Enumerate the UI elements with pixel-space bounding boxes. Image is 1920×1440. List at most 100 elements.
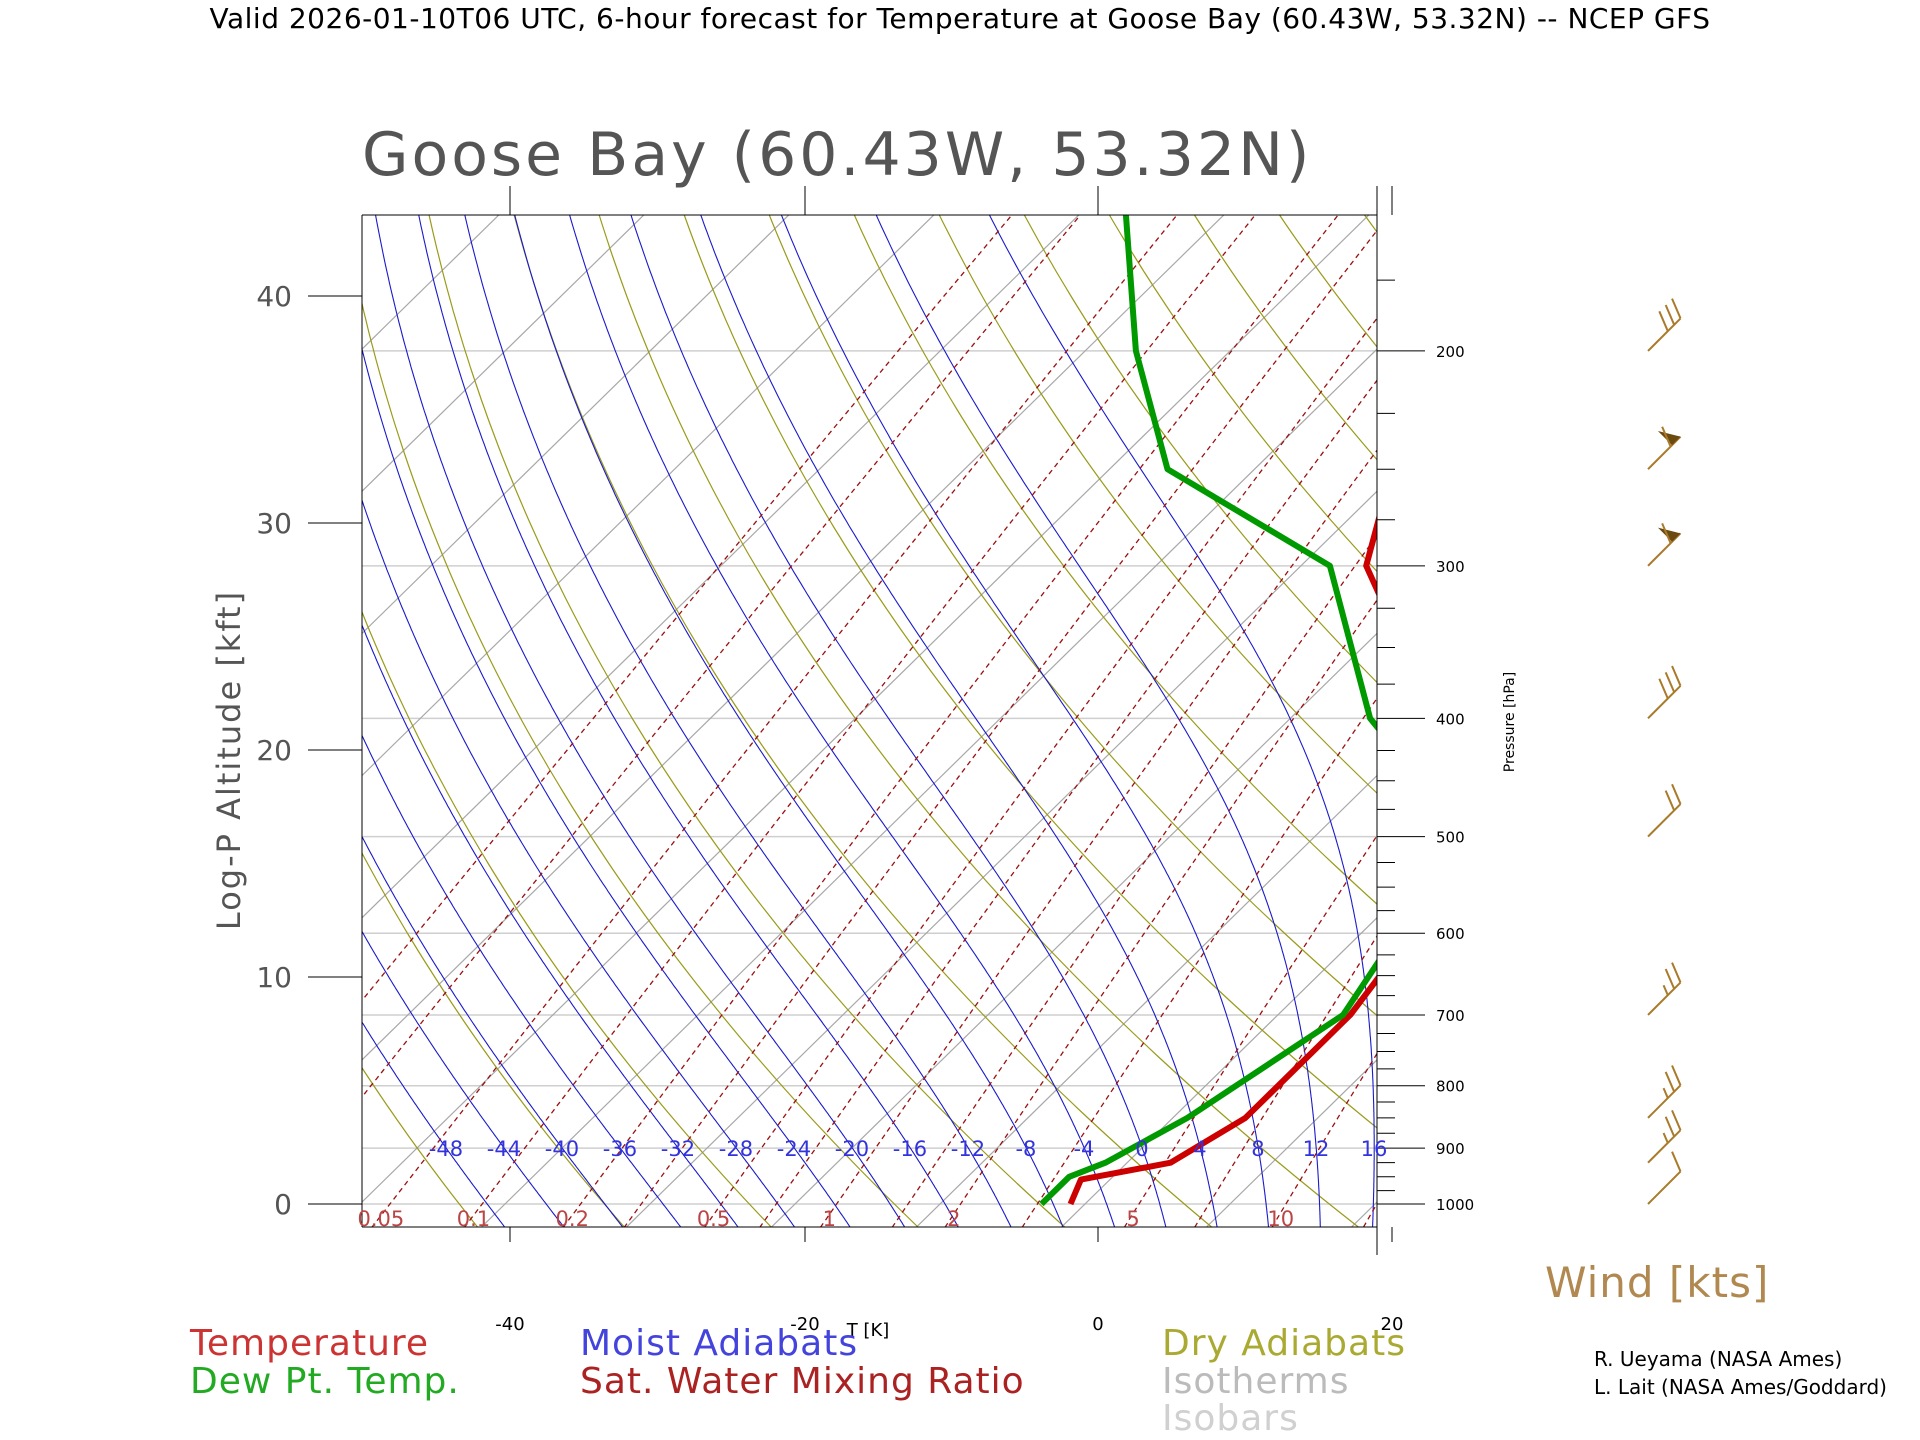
dry-adiabat bbox=[1023, 215, 1377, 684]
moist-adiabat bbox=[875, 215, 1321, 1227]
wind-barbs bbox=[1647, 298, 1682, 1205]
isotherm bbox=[1205, 1059, 1377, 1227]
dry-adiabat bbox=[362, 300, 919, 1227]
wind-barb bbox=[1647, 298, 1682, 352]
y-ticks: 0 10 20 30 40 bbox=[256, 280, 362, 1221]
wind-barb bbox=[1647, 426, 1682, 470]
x-tick-label: 0 bbox=[1092, 1314, 1103, 1335]
x-ticks: -40 -20 0 20 bbox=[495, 186, 1403, 1335]
barb-flag bbox=[1671, 298, 1682, 319]
mixing-ratio-label: 2 bbox=[947, 1207, 960, 1231]
isotherm bbox=[362, 215, 790, 635]
x-tick-label: -20 bbox=[790, 1314, 819, 1335]
dry-adiabat bbox=[1852, 192, 1920, 1240]
isotherm bbox=[1350, 1201, 1377, 1227]
legend-mixing-ratio: Sat. Water Mixing Ratio bbox=[580, 1361, 1025, 1402]
isotherm bbox=[0, 190, 234, 1240]
barb-pennant bbox=[1657, 527, 1681, 542]
page-title: Valid 2026-01-10T06 UTC, 6-hour forecast… bbox=[209, 2, 1711, 35]
barb-staff bbox=[1647, 803, 1682, 838]
dry-adiabat bbox=[362, 1066, 479, 1227]
moist-adiabat-label: -16 bbox=[893, 1137, 927, 1161]
mixing-ratio-line bbox=[819, 449, 1377, 1227]
barb-flag bbox=[1664, 1116, 1676, 1137]
moist-adiabat-label: -32 bbox=[661, 1137, 695, 1161]
mixing-ratio-line bbox=[704, 317, 1377, 1227]
mixing-ratio-line bbox=[623, 229, 1377, 1227]
temperature-profile bbox=[1067, 514, 1377, 1206]
barb-flag bbox=[1671, 1151, 1682, 1172]
mixing-ratio-line bbox=[1194, 934, 1377, 1227]
p-tick-label: 300 bbox=[1436, 558, 1465, 576]
moist-adiabat-label: -12 bbox=[951, 1137, 985, 1161]
barb-staff bbox=[1647, 317, 1682, 352]
isotherm bbox=[1060, 916, 1377, 1227]
isotherm bbox=[0, 190, 379, 1240]
y-axis-label-right: Pressure [hPa] bbox=[1502, 672, 1518, 772]
barb-flag bbox=[1664, 968, 1676, 990]
mixing-ratio-label: 0.05 bbox=[357, 1207, 404, 1231]
dry-adiabat bbox=[362, 610, 772, 1227]
dry-adiabat bbox=[428, 215, 1066, 1227]
mixing-ratio-line bbox=[891, 534, 1377, 1227]
mixing-ratio-label: 0.1 bbox=[457, 1207, 490, 1231]
dry-adiabat bbox=[1768, 192, 1920, 1240]
moist-adiabat-label: -48 bbox=[429, 1137, 463, 1161]
barb-staff bbox=[1647, 1084, 1682, 1119]
moist-adiabat bbox=[362, 346, 851, 1227]
dry-adiabat bbox=[938, 215, 1377, 794]
barb-flag bbox=[1671, 1065, 1682, 1086]
moist-adiabat-label: -28 bbox=[719, 1137, 753, 1161]
isotherm bbox=[362, 215, 935, 777]
isotherm bbox=[1628, 190, 1920, 1240]
y-tick-label: 30 bbox=[256, 507, 292, 540]
wind-barb bbox=[1647, 1065, 1682, 1119]
p-tick-label: 1000 bbox=[1436, 1196, 1474, 1214]
dry-adiabat bbox=[853, 215, 1377, 905]
dewpoint-profile bbox=[1039, 215, 1377, 1207]
moist-adiabat-label: -8 bbox=[1015, 1137, 1036, 1161]
isotherm bbox=[362, 215, 645, 493]
moist-adiabat-label: -24 bbox=[777, 1137, 811, 1161]
mixing-ratio-line bbox=[562, 215, 1339, 1227]
barb-staff bbox=[1647, 1170, 1682, 1205]
moist-adiabat bbox=[630, 215, 1167, 1227]
isotherm bbox=[1773, 190, 1920, 1240]
mixing-ratio-line bbox=[1524, 162, 1920, 1235]
moist-adiabat-labels: -48 -44 -40 -36 -32 -28 -24 -20 -16 -12 -8 -4 0 4 8 12 1… bbox=[429, 1137, 1388, 1161]
isobars bbox=[362, 350, 1377, 1205]
isotherm bbox=[480, 348, 1377, 1227]
isotherm bbox=[362, 215, 1225, 1061]
credit-2: L. Lait (NASA Ames/Goddard) bbox=[1594, 1375, 1887, 1399]
barb-staff bbox=[1647, 1129, 1682, 1164]
mixing-ratio-line bbox=[362, 215, 1013, 1002]
barb-flag bbox=[1661, 523, 1672, 544]
isotherm bbox=[770, 632, 1377, 1227]
barb-half-flag bbox=[1662, 984, 1669, 996]
y-tick-label: 10 bbox=[256, 961, 292, 994]
moist-adiabat-label: -44 bbox=[487, 1137, 521, 1161]
p-tick-label: 200 bbox=[1436, 343, 1465, 361]
barb-flag bbox=[1664, 790, 1676, 811]
isotherm bbox=[362, 215, 1080, 919]
moist-adiabat bbox=[375, 215, 906, 1227]
moist-adiabat-label: 16 bbox=[1361, 1137, 1388, 1161]
p-tick-label: 800 bbox=[1436, 1078, 1465, 1096]
isotherm bbox=[1483, 190, 1920, 1240]
dry-adiabat bbox=[1516, 192, 1920, 1240]
moist-adiabat bbox=[418, 215, 959, 1227]
mixing-ratio-label: 10 bbox=[1267, 1207, 1294, 1231]
dry-adiabat bbox=[1600, 192, 1920, 1240]
moist-adiabat bbox=[569, 215, 1116, 1227]
p-tick-label: 500 bbox=[1436, 829, 1465, 847]
barb-flag bbox=[1664, 1071, 1676, 1093]
barb-flag bbox=[1671, 1109, 1682, 1131]
axes: Goose Bay (60.43W, 53.32N) -40 -20 0 20 010… bbox=[210, 120, 1518, 1341]
p-tick-label: 600 bbox=[1436, 925, 1465, 943]
y-tick-label: 20 bbox=[256, 734, 292, 767]
chart-title: Goose Bay (60.43W, 53.32N) bbox=[362, 120, 1312, 190]
legend-dewpoint: Dew Pt. Temp. bbox=[190, 1361, 460, 1402]
moist-adiabat bbox=[362, 930, 565, 1227]
wind-barb bbox=[1647, 962, 1682, 1016]
